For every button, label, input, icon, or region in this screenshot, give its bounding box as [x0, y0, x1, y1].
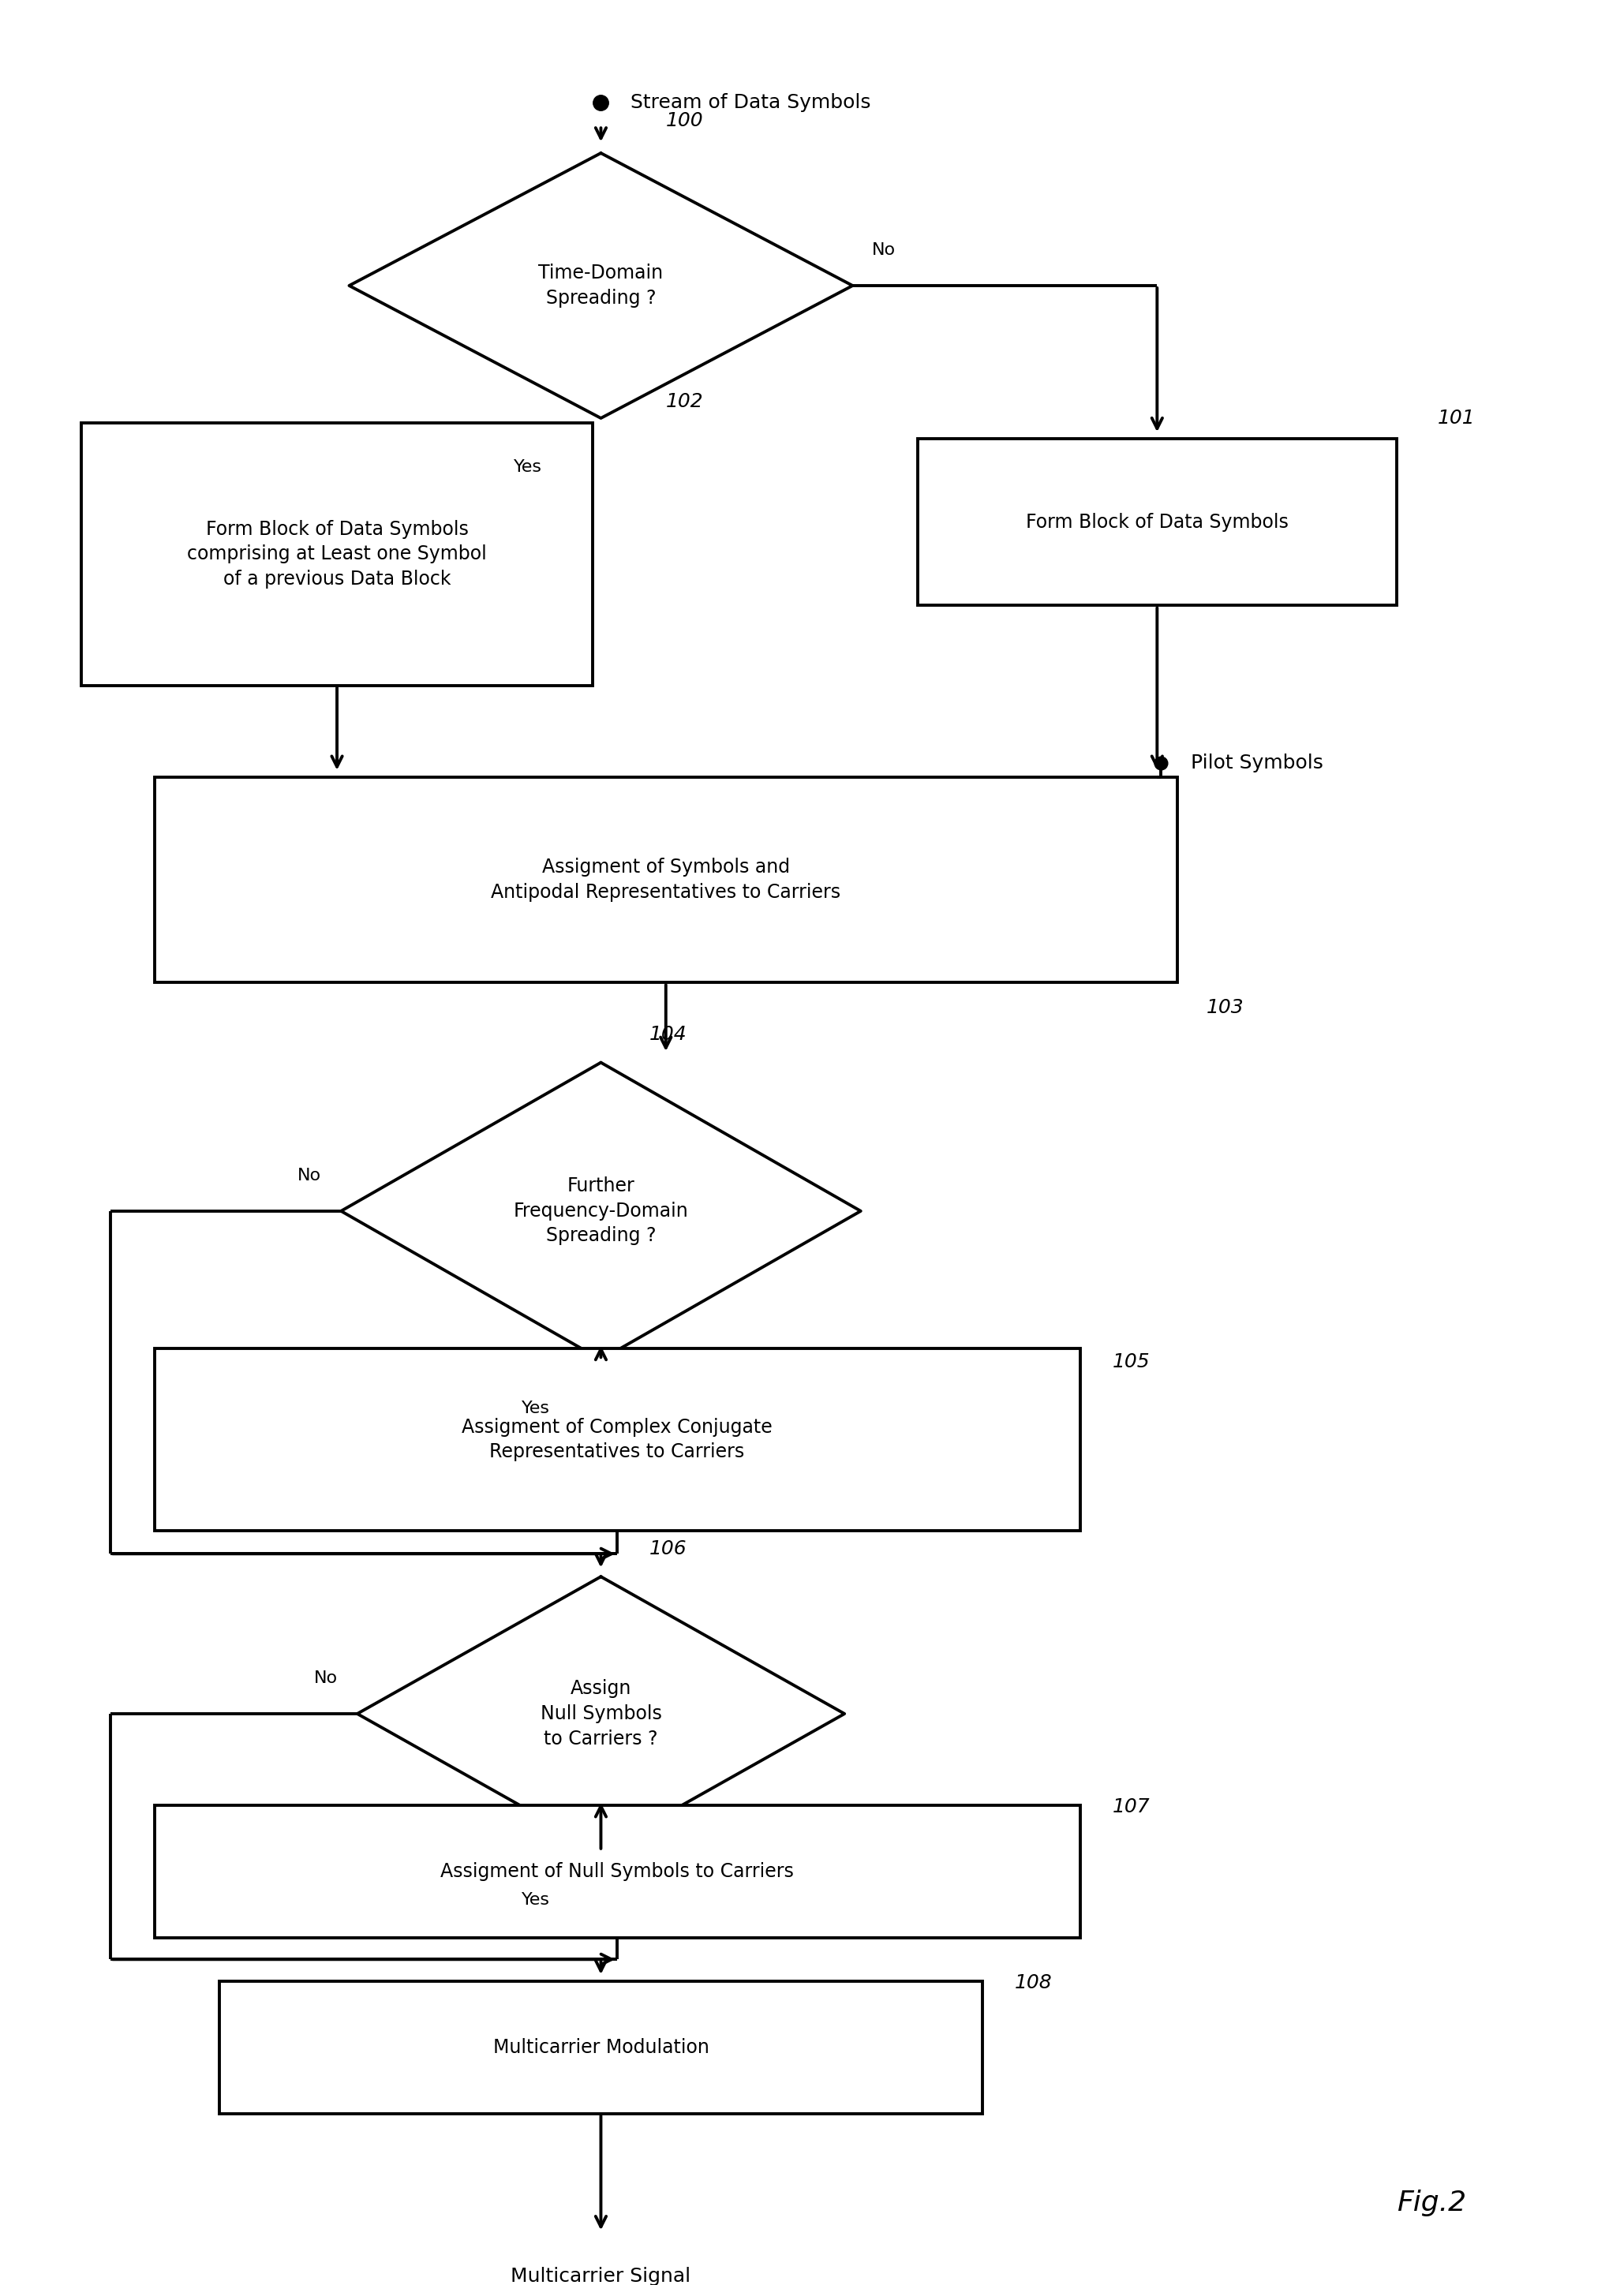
Text: Further
Frequency-Domain
Spreading ?: Further Frequency-Domain Spreading ? — [513, 1177, 689, 1245]
Text: No: No — [872, 242, 896, 258]
FancyBboxPatch shape — [219, 1981, 983, 2114]
Text: Form Block of Data Symbols
comprising at Least one Symbol
of a previous Data Blo: Form Block of Data Symbols comprising at… — [187, 519, 487, 590]
Text: Stream of Data Symbols: Stream of Data Symbols — [630, 94, 870, 112]
Text: Assign
Null Symbols
to Carriers ?: Assign Null Symbols to Carriers ? — [541, 1679, 661, 1748]
Text: Time-Domain
Spreading ?: Time-Domain Spreading ? — [539, 263, 663, 308]
Text: 103: 103 — [1207, 999, 1244, 1017]
Text: Assigment of Complex Conjugate
Representatives to Carriers: Assigment of Complex Conjugate Represent… — [461, 1417, 773, 1462]
Text: 107: 107 — [1112, 1798, 1150, 1817]
Text: No: No — [313, 1670, 338, 1686]
Text: No: No — [297, 1168, 322, 1184]
FancyBboxPatch shape — [81, 423, 593, 686]
Text: 102: 102 — [666, 393, 703, 411]
Text: Pilot Symbols: Pilot Symbols — [1190, 754, 1324, 772]
Text: 100: 100 — [666, 112, 703, 130]
Text: 101: 101 — [1437, 409, 1475, 427]
Text: 105: 105 — [1112, 1353, 1150, 1371]
Text: Multicarrier Modulation: Multicarrier Modulation — [492, 2038, 710, 2056]
Text: Yes: Yes — [521, 1892, 551, 1908]
Text: Fig.2: Fig.2 — [1397, 2189, 1466, 2216]
Text: Assigment of Symbols and
Antipodal Representatives to Carriers: Assigment of Symbols and Antipodal Repre… — [490, 857, 841, 903]
Text: 108: 108 — [1015, 1974, 1052, 1993]
Text: Assigment of Null Symbols to Carriers: Assigment of Null Symbols to Carriers — [440, 1862, 794, 1881]
FancyBboxPatch shape — [918, 439, 1397, 606]
FancyBboxPatch shape — [154, 1348, 1080, 1531]
Text: Yes: Yes — [513, 459, 542, 475]
FancyBboxPatch shape — [154, 777, 1177, 983]
Text: 104: 104 — [650, 1026, 687, 1044]
Text: Multicarrier Signal: Multicarrier Signal — [512, 2267, 690, 2285]
FancyBboxPatch shape — [154, 1805, 1080, 1938]
Text: Yes: Yes — [521, 1401, 551, 1417]
Text: 106: 106 — [650, 1540, 687, 1558]
Text: Form Block of Data Symbols: Form Block of Data Symbols — [1026, 512, 1288, 532]
